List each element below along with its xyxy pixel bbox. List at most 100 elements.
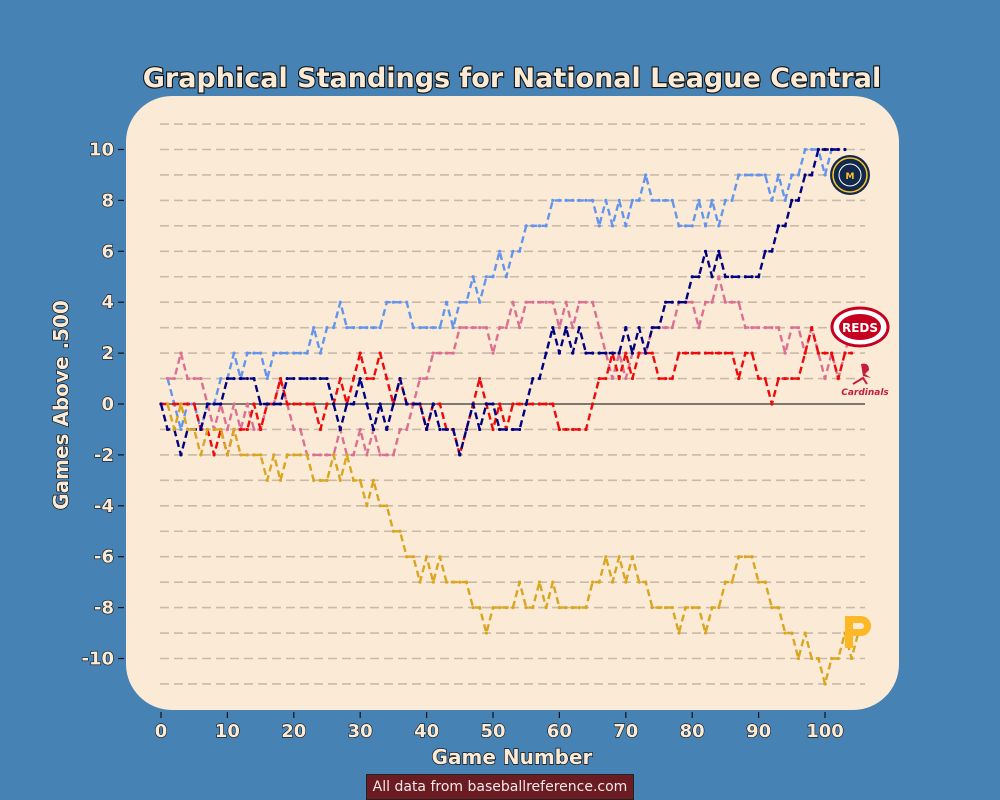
- data-point: [823, 147, 827, 152]
- data-point: [398, 529, 402, 533]
- data-point: [219, 402, 223, 406]
- data-point: [710, 300, 714, 304]
- data-point: [219, 427, 223, 432]
- data-point: [484, 402, 488, 406]
- data-point: [305, 351, 309, 355]
- data-point: [757, 275, 761, 279]
- data-point: [498, 606, 502, 610]
- data-point: [398, 300, 402, 304]
- data-point: [551, 300, 555, 304]
- data-point: [544, 351, 548, 355]
- data-point: [358, 376, 362, 381]
- y-tick-label: -8: [94, 598, 114, 619]
- series-lines: [159, 147, 860, 686]
- data-point: [790, 198, 794, 202]
- data-point: [371, 427, 376, 432]
- data-point: [491, 427, 495, 432]
- data-point: [836, 656, 840, 661]
- data-point: [836, 147, 840, 152]
- data-point: [365, 453, 369, 457]
- data-point: [776, 224, 781, 228]
- data-point: [657, 326, 661, 330]
- data-point: [365, 504, 369, 508]
- data-point: [318, 376, 322, 381]
- data-point: [617, 351, 621, 355]
- data-point: [425, 427, 429, 432]
- data-point: [166, 427, 170, 432]
- data-point: [531, 606, 535, 610]
- data-point: [491, 402, 495, 406]
- data-point: [584, 198, 588, 202]
- data-point: [431, 402, 435, 406]
- data-point: [650, 606, 654, 610]
- data-point: [624, 376, 628, 381]
- data-point: [677, 631, 681, 635]
- data-point: [624, 326, 628, 330]
- data-point: [239, 453, 243, 457]
- data-point: [345, 402, 349, 406]
- data-point: [750, 173, 754, 177]
- data-point: [517, 580, 522, 584]
- data-point: [730, 300, 734, 304]
- data-point: [385, 427, 389, 432]
- data-point: [591, 351, 595, 355]
- data-point: [265, 402, 269, 406]
- data-point: [803, 631, 807, 635]
- data-point: [683, 300, 688, 304]
- data-point: [185, 427, 190, 432]
- data-point: [843, 351, 847, 355]
- data-point: [212, 453, 216, 457]
- y-tick-label: 10: [89, 140, 114, 161]
- data-point: [378, 453, 382, 457]
- data-point: [630, 555, 635, 559]
- data-point: [757, 376, 761, 381]
- data-point: [544, 606, 548, 610]
- data-point: [830, 656, 834, 661]
- data-point: [564, 198, 568, 202]
- data-point: [252, 453, 256, 457]
- data-point: [259, 427, 263, 432]
- data-point: [491, 275, 495, 279]
- data-point: [438, 555, 442, 559]
- data-point: [498, 427, 502, 432]
- data-point: [577, 326, 581, 330]
- data-point: [544, 300, 548, 304]
- data-point: [405, 300, 409, 304]
- data-point: [750, 326, 754, 330]
- data-point: [783, 198, 787, 202]
- data-point: [810, 173, 814, 177]
- data-point: [371, 326, 376, 330]
- data-point: [531, 402, 535, 406]
- data-point: [664, 376, 668, 381]
- data-point: [278, 351, 283, 355]
- data-point: [610, 351, 615, 355]
- data-point: [524, 300, 528, 304]
- data-point: [219, 376, 223, 381]
- series-chicago-cubs: [159, 147, 847, 457]
- data-point: [750, 555, 754, 559]
- cardinals-logo-text: Cardinals: [841, 388, 889, 398]
- data-point: [232, 351, 236, 355]
- data-point: [192, 376, 196, 381]
- data-point: [730, 580, 734, 584]
- data-point: [358, 427, 362, 432]
- data-point: [763, 173, 767, 177]
- data-point: [305, 376, 309, 381]
- data-point: [278, 478, 283, 482]
- data-point: [776, 173, 781, 177]
- data-point: [385, 300, 389, 304]
- data-point: [418, 580, 422, 584]
- data-point: [531, 300, 535, 304]
- data-point: [498, 326, 502, 330]
- data-point: [405, 427, 409, 432]
- data-point: [371, 478, 376, 482]
- data-point: [571, 606, 575, 610]
- data-point: [823, 376, 827, 381]
- data-point: [776, 326, 781, 330]
- data-point: [438, 326, 442, 330]
- data-point: [418, 326, 422, 330]
- data-point: [743, 555, 747, 559]
- data-point: [683, 606, 688, 610]
- data-point: [225, 376, 229, 381]
- data-point: [185, 402, 190, 406]
